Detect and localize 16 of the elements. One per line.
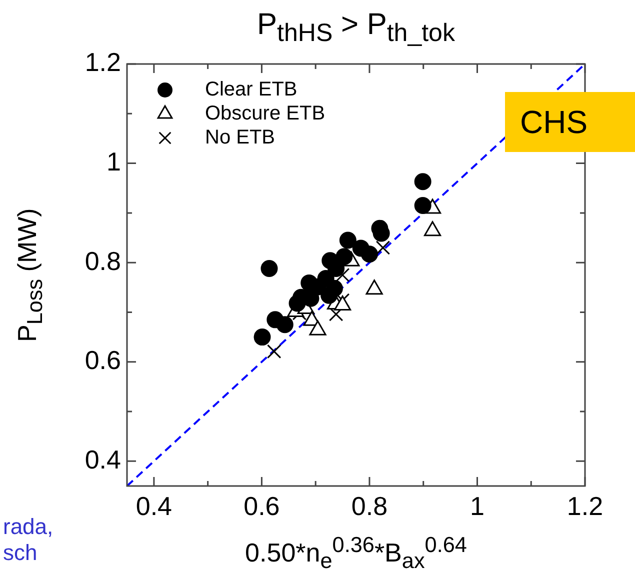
y-tick-label: 0.4	[84, 444, 121, 474]
text: rada, sch	[3, 514, 54, 566]
x-tick-label: 0.6	[244, 490, 280, 521]
y-tick-label: 1.2	[84, 47, 121, 78]
y-tick-label: 0.6	[84, 345, 121, 376]
y-tick-label: 0.8	[84, 246, 121, 276]
legend-label: No ETB	[205, 126, 276, 149]
legend-label: Obscure ETB	[205, 102, 326, 125]
annotation: CHS	[505, 92, 635, 152]
chart-title: P$_{thHS}$ > P$_{th_tok}$	[256, 8, 456, 48]
x-tick-label: 0.8	[351, 490, 388, 521]
x-tick-label: 0.4	[136, 490, 172, 521]
x-tick-label: 1	[470, 490, 484, 521]
x-tick-label: 1.2	[566, 490, 604, 521]
y-tick-label: 1	[106, 146, 121, 176]
legend-label: Clear ETB	[205, 78, 298, 101]
